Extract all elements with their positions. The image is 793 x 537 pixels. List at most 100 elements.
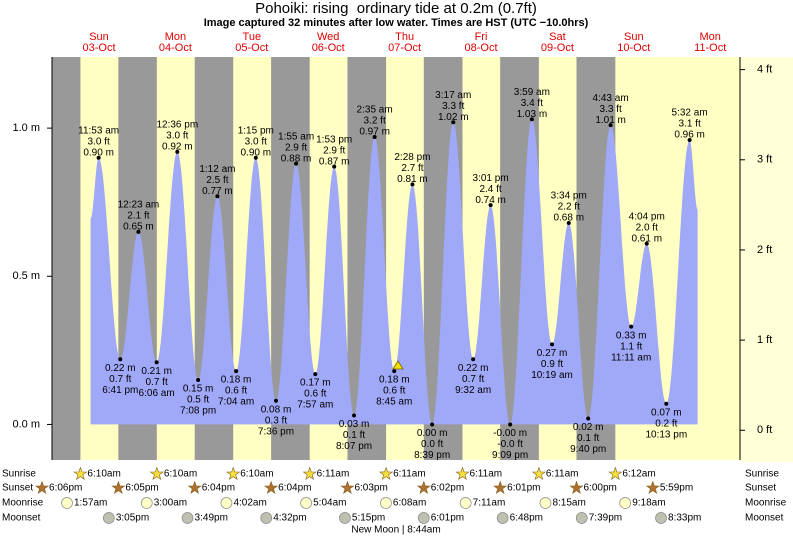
extreme-dot xyxy=(313,372,318,377)
extreme-label: 0.5 ft xyxy=(187,395,209,406)
extreme-dot xyxy=(392,369,397,374)
row-label: Sunrise xyxy=(745,469,779,480)
extreme-dot xyxy=(471,357,476,362)
extreme-dot xyxy=(586,416,591,421)
row-time: 6:00pm xyxy=(584,483,617,494)
row-time: 5:59pm xyxy=(660,483,693,494)
plot: 11:53 am3.0 ft0.90 m0.22 m0.7 ft6:41 pm1… xyxy=(78,87,708,461)
extreme-label: 12:36 pm xyxy=(156,119,198,130)
extreme-label: 0.97 m xyxy=(359,127,390,138)
sunset-icon xyxy=(187,480,202,495)
sunset-icon xyxy=(569,480,584,495)
extreme-label: 0.87 m xyxy=(319,156,350,167)
row-label: Moonrise xyxy=(745,498,787,509)
extreme-dot xyxy=(550,342,555,347)
extreme-label: 3.0 ft xyxy=(245,136,267,147)
extreme-label: 0.7 ft xyxy=(109,374,131,385)
extreme-label: 3.1 ft xyxy=(678,119,700,130)
extreme-label: 0.6 ft xyxy=(304,389,326,400)
extreme-label: 11:53 am xyxy=(78,125,119,136)
extreme-dot xyxy=(294,161,299,166)
extreme-label: 0.90 m xyxy=(83,147,114,158)
extreme-label: 0.90 m xyxy=(240,147,271,158)
extreme-label: 6:41 pm xyxy=(102,385,138,396)
day-name: Tue xyxy=(243,31,262,43)
extreme-label: 7:36 pm xyxy=(258,426,294,437)
day-name: Wed xyxy=(317,31,339,43)
extreme-label: 2:28 pm xyxy=(394,152,430,163)
row-time: 8:33pm xyxy=(668,513,701,524)
moonset-icon xyxy=(260,512,273,524)
tide-area xyxy=(90,119,698,425)
extreme-dot xyxy=(687,137,692,142)
row-time: 6:10am xyxy=(240,469,273,480)
row-time: 6:06pm xyxy=(49,483,82,494)
row-time: 7:39pm xyxy=(589,513,622,524)
row-label: Sunset xyxy=(745,483,776,494)
day-name: Sun xyxy=(624,31,644,43)
extreme-label: 0.22 m xyxy=(105,363,136,374)
extreme-label: 0.65 m xyxy=(123,221,154,232)
moonset-icon xyxy=(496,512,509,524)
day-name: Fri xyxy=(475,31,488,43)
extreme-label: 3:34 pm xyxy=(551,191,587,202)
extreme-label: 0.9 ft xyxy=(541,359,563,370)
day-date: 10-Oct xyxy=(617,42,650,54)
row-time: 6:11am xyxy=(317,469,350,480)
extreme-label: 0.02 m xyxy=(573,422,604,433)
moonset-icon xyxy=(575,512,588,524)
extreme-dot xyxy=(608,123,613,128)
extreme-label: 0.7 ft xyxy=(462,374,484,385)
day-date: 05-Oct xyxy=(235,42,268,54)
extreme-label: 3:59 am xyxy=(514,87,550,98)
y2-tick-label: 0 ft xyxy=(757,424,772,436)
extreme-dot xyxy=(430,422,435,427)
row-time: 6:10am xyxy=(87,469,120,480)
extreme-label: 7:57 am xyxy=(297,400,333,411)
extreme-label: 1:55 am xyxy=(278,131,314,142)
extreme-label: 0.21 m xyxy=(141,366,172,377)
row-time: 5:15pm xyxy=(352,513,385,524)
extreme-label: 0.08 m xyxy=(261,404,292,415)
extreme-label: -0.0 ft xyxy=(497,439,523,450)
moonrise-icon xyxy=(619,497,632,509)
extreme-dot xyxy=(118,357,123,362)
night-band xyxy=(52,57,81,460)
extreme-label: 7:08 pm xyxy=(180,406,216,417)
extreme-label: 3.4 ft xyxy=(521,98,543,109)
row-time: 3:00am xyxy=(154,498,187,509)
row-time: 1:57am xyxy=(74,498,107,509)
extreme-label: 0.1 ft xyxy=(343,430,365,441)
extreme-label: 0.07 m xyxy=(651,407,682,418)
moonrise-icon xyxy=(61,497,73,509)
extreme-label: 2:35 am xyxy=(357,105,393,116)
y-tick-label: 0.0 m xyxy=(12,418,40,430)
extreme-label: 1:12 am xyxy=(199,164,235,175)
sunrise-icon xyxy=(608,466,623,481)
row-time: 4:02am xyxy=(233,498,266,509)
extreme-label: 0.61 m xyxy=(631,233,662,244)
day-name: Mon xyxy=(165,31,186,43)
extreme-label: 0.0 ft xyxy=(421,439,443,450)
extreme-dot xyxy=(215,194,220,199)
sunset-icon xyxy=(493,480,508,495)
y-tick-label: 0.5 m xyxy=(12,270,40,282)
extreme-dot xyxy=(253,155,258,160)
row-time: 3:05pm xyxy=(116,513,149,524)
row-time: 3:49pm xyxy=(195,513,228,524)
row-label: Moonset xyxy=(2,513,41,524)
extreme-label: 0.1 ft xyxy=(577,433,599,444)
extreme-label: 2.1 ft xyxy=(127,210,149,221)
row-time: 4:32pm xyxy=(273,513,306,524)
extreme-label: 3.0 ft xyxy=(88,136,110,147)
row-time: 9:18am xyxy=(632,498,665,509)
extreme-label: 5:32 am xyxy=(672,108,708,119)
moonrise-icon xyxy=(459,497,472,509)
extreme-dot xyxy=(529,117,534,122)
extreme-label: 4:04 pm xyxy=(629,211,665,222)
y-tick-label: 1.0 m xyxy=(12,122,40,134)
row-time: 6:01pm xyxy=(507,483,540,494)
row-time: 6:11am xyxy=(469,469,502,480)
y2-tick-label: 2 ft xyxy=(757,244,772,256)
day-date: 11-Oct xyxy=(694,42,726,54)
